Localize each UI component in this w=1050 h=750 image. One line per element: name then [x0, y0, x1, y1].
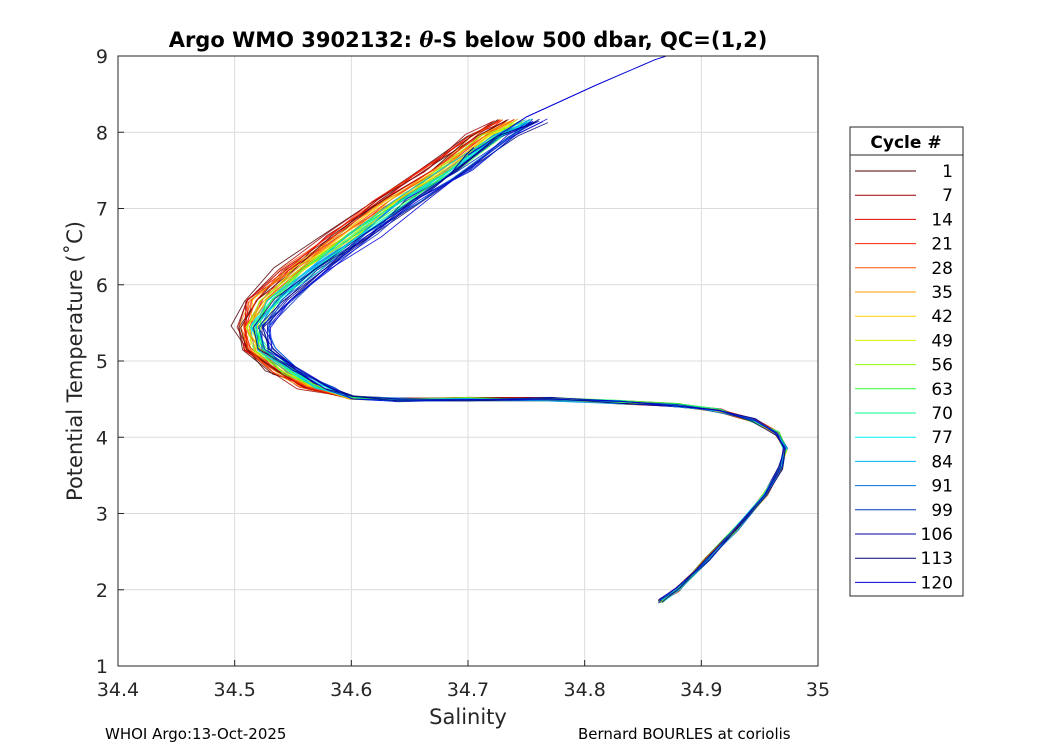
y-axis-label: Potential Temperature (˚C) — [63, 221, 87, 501]
x-axis-label: Salinity — [429, 705, 507, 729]
legend-title: Cycle # — [870, 133, 941, 153]
legend-label-21: 21 — [931, 235, 953, 255]
legend-label-63: 63 — [931, 380, 953, 400]
footer-source: WHOI Argo:13-Oct-2025 — [105, 725, 287, 743]
legend-label-28: 28 — [931, 259, 953, 279]
y-tick-label: 8 — [96, 122, 108, 144]
profile-line-cycle-120 — [269, 120, 785, 600]
y-tick-label: 7 — [96, 199, 108, 221]
legend-label-120: 120 — [921, 573, 953, 593]
legend-label-77: 77 — [931, 428, 953, 448]
legend-label-70: 70 — [931, 404, 953, 424]
footer-author: Bernard BOURLES at coriolis — [578, 725, 791, 743]
x-tick-label: 34.4 — [97, 679, 139, 701]
y-tick-label: 2 — [96, 580, 108, 602]
legend-items: 1 7 14 21 28 35 42 49 56 63 70 77 84 91 99 106 113 120 — [855, 162, 953, 593]
legend-label-56: 56 — [931, 356, 953, 376]
y-axis-ticks: 1 2 3 4 5 6 7 8 9 — [96, 46, 124, 678]
y-tick-label: 6 — [96, 275, 108, 297]
x-tick-label: 34.5 — [214, 679, 256, 701]
legend-label-42: 42 — [931, 307, 953, 327]
chart-title: Argo WMO 3902132: θ-S below 500 dbar, QC… — [169, 27, 768, 52]
legend-label-99: 99 — [931, 501, 953, 521]
legend-label-113: 113 — [921, 549, 953, 569]
legend-label-106: 106 — [921, 525, 953, 545]
profile-tail-side — [426, 147, 475, 194]
legend-label-49: 49 — [931, 331, 953, 351]
profile-line-cycle-113 — [252, 122, 786, 603]
x-tick-label: 35 — [806, 679, 830, 701]
x-tick-label: 34.7 — [447, 679, 489, 701]
profile-lines — [230, 55, 788, 604]
x-tick-label: 34.6 — [330, 679, 372, 701]
legend-label-91: 91 — [931, 477, 953, 497]
legend: Cycle # 17142128354249566370778491991061… — [849, 126, 964, 597]
y-tick-label: 9 — [96, 46, 108, 68]
profile-tail-deep — [467, 55, 667, 156]
x-tick-label: 34.8 — [564, 679, 606, 701]
legend-label-14: 14 — [931, 210, 953, 230]
legend-label-7: 7 — [942, 186, 953, 206]
y-tick-label: 1 — [96, 656, 108, 678]
legend-label-1: 1 — [942, 162, 953, 182]
legend-box — [849, 126, 964, 597]
x-tick-label: 34.9 — [680, 679, 722, 701]
legend-label-35: 35 — [931, 283, 953, 303]
x-axis-ticks: 34.4 34.5 34.6 34.7 34.8 34.9 35 — [97, 660, 830, 701]
y-tick-label: 3 — [96, 504, 108, 526]
legend-label-84: 84 — [931, 452, 953, 472]
y-tick-label: 5 — [96, 351, 108, 373]
y-tick-label: 4 — [96, 427, 108, 449]
